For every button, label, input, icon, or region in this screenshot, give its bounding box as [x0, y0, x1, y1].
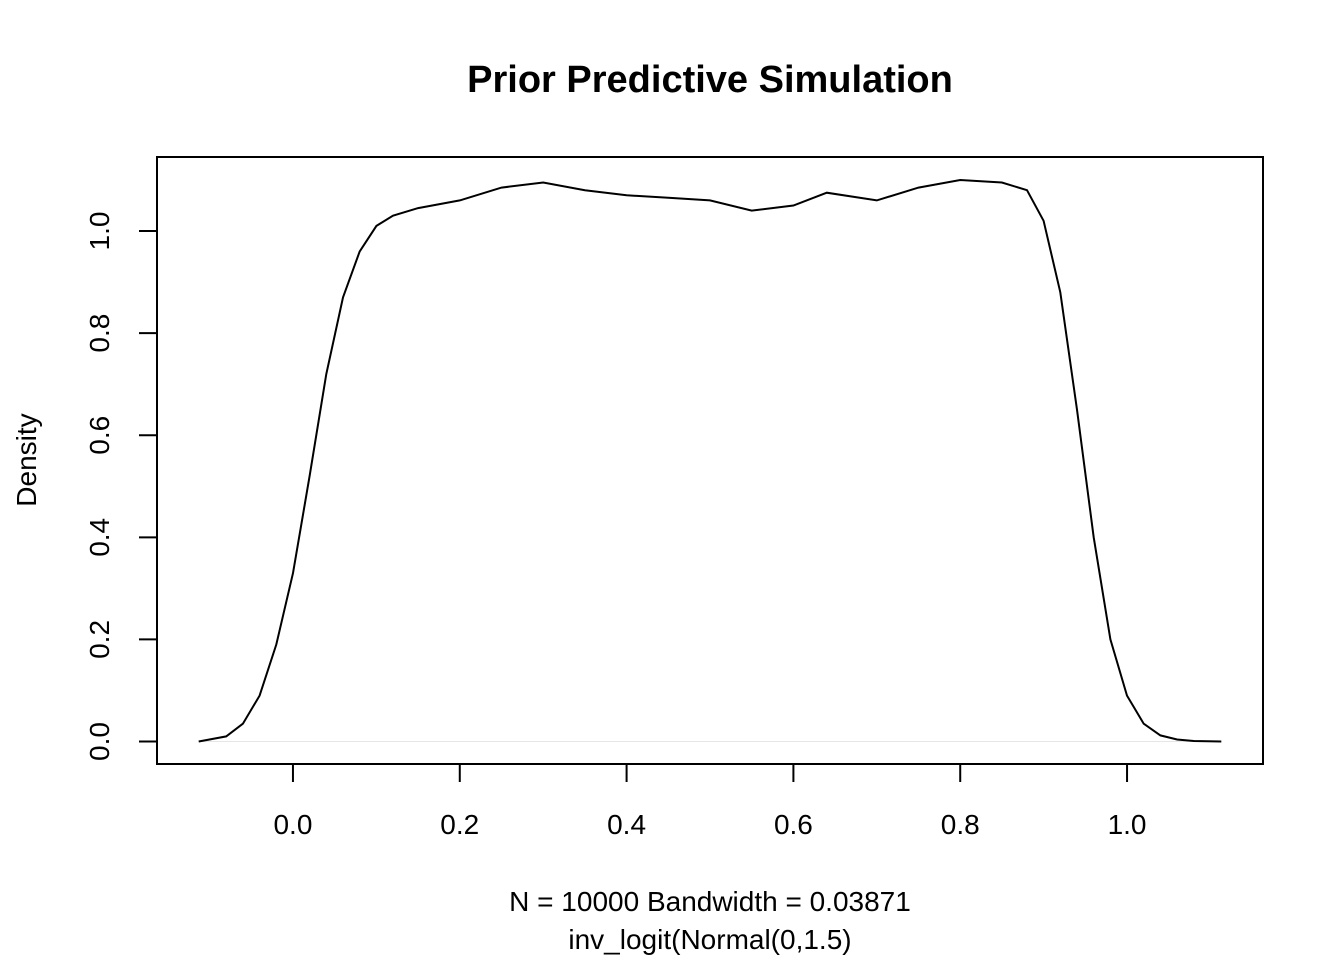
x-tick-label: 0.0 — [273, 809, 312, 840]
y-tick-label: 1.0 — [84, 212, 115, 251]
plot-frame — [156, 156, 1264, 765]
y-tick-label: 0.8 — [84, 314, 115, 353]
y-tick-label: 0.4 — [84, 518, 115, 557]
y-tick-label: 0.6 — [84, 416, 115, 455]
x-axis-label-line1: N = 10000 Bandwidth = 0.03871 — [509, 886, 911, 917]
density-curve — [198, 178, 1222, 743]
x-tick-label: 0.4 — [607, 809, 646, 840]
x-tick-label: 0.6 — [774, 809, 813, 840]
x-axis-ticks: 0.0 0.2 0.4 0.6 0.8 1.0 — [273, 764, 1147, 840]
x-tick-label: 0.2 — [440, 809, 479, 840]
chart-title: Prior Predictive Simulation — [467, 59, 953, 101]
y-tick-label: 0.2 — [84, 620, 115, 659]
y-axis-label: Density — [11, 413, 42, 506]
x-tick-label: 0.8 — [941, 809, 980, 840]
x-axis-label-line2: inv_logit(Normal(0,1.5) — [568, 924, 851, 955]
y-axis-ticks: 0.0 0.2 0.4 0.6 0.8 1.0 — [84, 212, 157, 761]
x-tick-label: 1.0 — [1108, 809, 1147, 840]
y-tick-label: 0.0 — [84, 722, 115, 761]
